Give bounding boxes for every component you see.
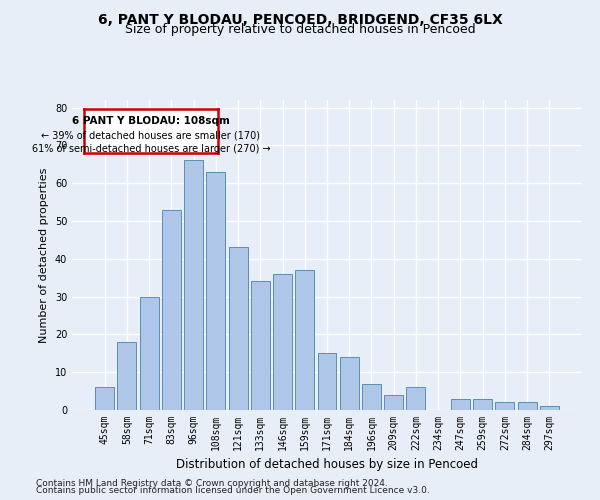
- Bar: [496, 402, 514, 410]
- Bar: [295, 270, 314, 410]
- Bar: [362, 384, 381, 410]
- X-axis label: Distribution of detached houses by size in Pencoed: Distribution of detached houses by size …: [176, 458, 478, 471]
- Text: 6, PANT Y BLODAU, PENCOED, BRIDGEND, CF35 6LX: 6, PANT Y BLODAU, PENCOED, BRIDGEND, CF3…: [98, 12, 502, 26]
- Bar: [340, 357, 359, 410]
- Bar: [317, 354, 337, 410]
- Bar: [184, 160, 203, 410]
- Bar: [273, 274, 292, 410]
- Text: Size of property relative to detached houses in Pencoed: Size of property relative to detached ho…: [125, 22, 475, 36]
- Bar: [118, 342, 136, 410]
- Bar: [162, 210, 181, 410]
- Bar: [206, 172, 225, 410]
- Text: Contains public sector information licensed under the Open Government Licence v3: Contains public sector information licen…: [36, 486, 430, 495]
- Text: 6 PANT Y BLODAU: 108sqm: 6 PANT Y BLODAU: 108sqm: [72, 116, 230, 126]
- Bar: [406, 388, 425, 410]
- Text: Contains HM Land Registry data © Crown copyright and database right 2024.: Contains HM Land Registry data © Crown c…: [36, 478, 388, 488]
- Bar: [451, 398, 470, 410]
- Bar: [251, 282, 270, 410]
- Text: 61% of semi-detached houses are larger (270) →: 61% of semi-detached houses are larger (…: [32, 144, 270, 154]
- Bar: [140, 296, 158, 410]
- Y-axis label: Number of detached properties: Number of detached properties: [39, 168, 49, 342]
- Bar: [518, 402, 536, 410]
- Bar: [540, 406, 559, 410]
- Bar: [384, 395, 403, 410]
- Text: ← 39% of detached houses are smaller (170): ← 39% of detached houses are smaller (17…: [41, 130, 260, 140]
- Bar: [473, 398, 492, 410]
- Bar: [229, 248, 248, 410]
- Bar: [95, 388, 114, 410]
